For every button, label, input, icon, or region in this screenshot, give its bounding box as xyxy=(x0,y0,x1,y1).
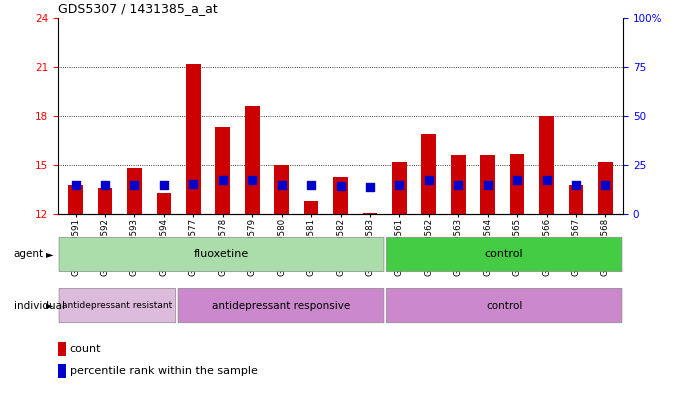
Text: agent: agent xyxy=(14,250,44,259)
Text: percentile rank within the sample: percentile rank within the sample xyxy=(69,366,257,376)
Bar xyxy=(68,185,83,214)
FancyBboxPatch shape xyxy=(178,288,384,323)
Point xyxy=(129,182,140,188)
Point xyxy=(600,182,611,188)
Point xyxy=(364,184,375,190)
Point xyxy=(482,182,493,188)
Point xyxy=(335,183,346,189)
Text: control: control xyxy=(485,250,524,259)
Bar xyxy=(598,162,613,214)
Point xyxy=(217,177,228,184)
Point xyxy=(276,182,287,188)
FancyBboxPatch shape xyxy=(59,237,384,272)
Point xyxy=(424,177,434,184)
Bar xyxy=(451,155,466,214)
Point xyxy=(541,177,552,184)
FancyBboxPatch shape xyxy=(59,288,176,323)
Bar xyxy=(274,165,289,214)
FancyBboxPatch shape xyxy=(386,237,622,272)
Text: count: count xyxy=(69,344,101,354)
Text: fluoxetine: fluoxetine xyxy=(194,250,249,259)
Point xyxy=(70,182,81,188)
Text: individual: individual xyxy=(14,301,65,310)
Bar xyxy=(422,134,436,214)
Text: antidepressant responsive: antidepressant responsive xyxy=(212,301,350,310)
Text: GDS5307 / 1431385_a_at: GDS5307 / 1431385_a_at xyxy=(58,2,218,15)
Bar xyxy=(510,154,524,214)
Bar xyxy=(58,342,65,356)
Text: antidepressant resistant: antidepressant resistant xyxy=(62,301,172,310)
Point xyxy=(453,182,464,188)
Point xyxy=(247,177,257,184)
Text: ►: ► xyxy=(46,250,53,259)
Bar xyxy=(362,213,377,214)
Point xyxy=(394,182,405,188)
Bar xyxy=(480,155,495,214)
Bar xyxy=(97,188,112,214)
Bar xyxy=(333,176,348,214)
Point xyxy=(99,182,110,188)
Text: ►: ► xyxy=(46,301,53,310)
Bar xyxy=(186,64,201,214)
Bar xyxy=(569,185,584,214)
Bar xyxy=(58,364,65,378)
Point xyxy=(571,182,582,188)
Bar xyxy=(127,168,142,214)
Bar xyxy=(215,127,230,214)
Point xyxy=(306,182,317,188)
Bar xyxy=(539,116,554,214)
Bar xyxy=(392,162,407,214)
Bar xyxy=(157,193,171,214)
Bar xyxy=(245,106,259,214)
Point xyxy=(188,181,199,187)
Point xyxy=(511,177,522,184)
Bar xyxy=(304,201,319,214)
Text: control: control xyxy=(486,301,522,310)
FancyBboxPatch shape xyxy=(386,288,622,323)
Point xyxy=(159,182,170,189)
